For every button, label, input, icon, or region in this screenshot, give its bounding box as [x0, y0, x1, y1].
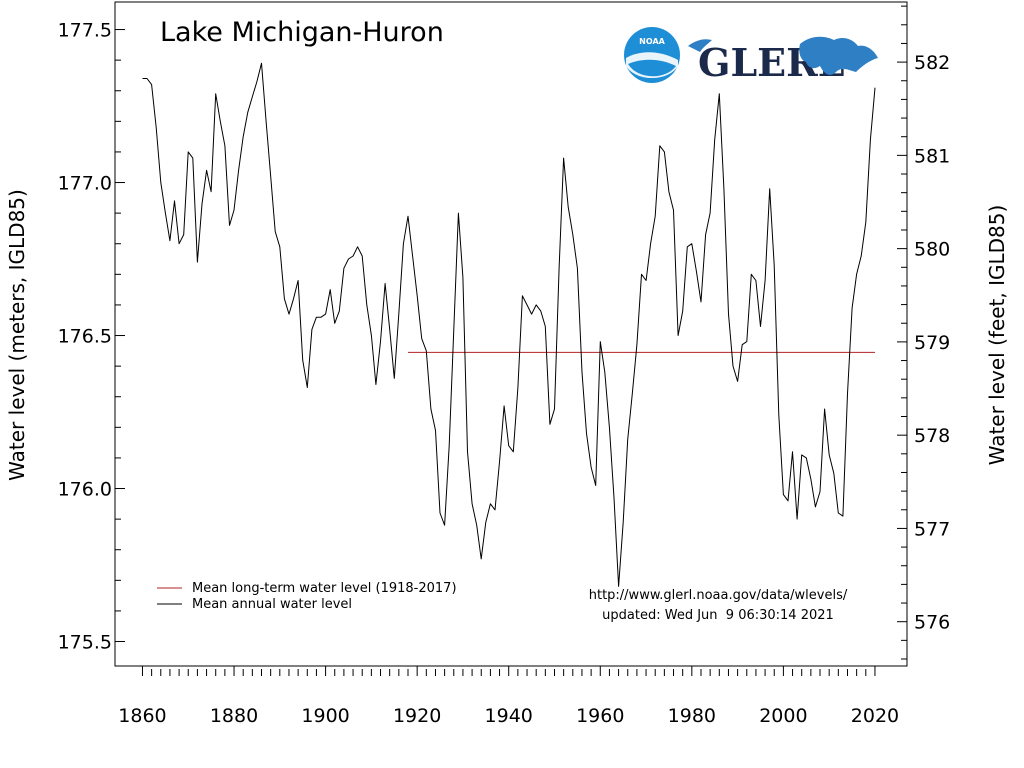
y-right-tick-label: 579	[914, 332, 950, 354]
x-axis: 1860 1880 1900 1920 1940 1960 1980 2000 2020	[118, 666, 899, 727]
y-left-tick-label: 176.5	[58, 326, 112, 348]
update-timestamp: updated: Wed Jun 9 06:30:14 2021	[602, 608, 834, 623]
y-axis-title-right: Water level (feet, IGLD85)	[985, 205, 1009, 466]
glerl-logo: GLERL	[688, 36, 878, 85]
series-line-mean-annual	[142, 62, 876, 587]
y-right-tick-label: 580	[914, 239, 950, 261]
x-tick-label: 1920	[393, 705, 441, 727]
y-right-tick-label: 577	[914, 518, 950, 540]
x-tick-label: 1960	[576, 705, 624, 727]
y-axis-right: 576 577 578 579 580 581 582	[897, 5, 950, 660]
x-tick-label: 1900	[301, 705, 349, 727]
legend: Mean long-term water level (1918-2017) M…	[157, 581, 457, 612]
y-right-tick-label: 578	[914, 425, 950, 447]
x-tick-label: 2000	[759, 705, 807, 727]
x-tick-label: 1860	[118, 705, 166, 727]
chart-title: Lake Michigan-Huron	[160, 17, 444, 48]
legend-label-mean-long-term: Mean long-term water level (1918-2017)	[192, 581, 457, 596]
y-right-tick-label: 581	[914, 145, 950, 167]
x-tick-label: 1880	[210, 705, 258, 727]
legend-label-mean-annual: Mean annual water level	[192, 597, 352, 612]
y-axis-left: 175.5 176.0 176.5 177.0 177.5	[58, 20, 125, 654]
x-tick-label: 2020	[851, 705, 899, 727]
source-url: http://www.glerl.noaa.gov/data/wlevels/	[589, 588, 848, 603]
y-axis-title-left: Water level (meters, IGLD85)	[5, 189, 29, 481]
noaa-logo-text: NOAA	[639, 37, 665, 46]
y-left-tick-label: 177.5	[58, 20, 112, 42]
x-tick-label: 1980	[668, 705, 716, 727]
series-layer	[142, 62, 876, 587]
y-left-tick-label: 177.0	[58, 173, 112, 195]
y-left-tick-label: 176.0	[58, 479, 112, 501]
y-right-tick-label: 576	[914, 612, 950, 634]
x-tick-label: 1940	[485, 705, 533, 727]
y-right-tick-label: 582	[914, 52, 950, 74]
noaa-logo: NOAA	[624, 27, 680, 83]
y-left-tick-label: 175.5	[58, 632, 112, 654]
plot-frame	[114, 1, 908, 667]
